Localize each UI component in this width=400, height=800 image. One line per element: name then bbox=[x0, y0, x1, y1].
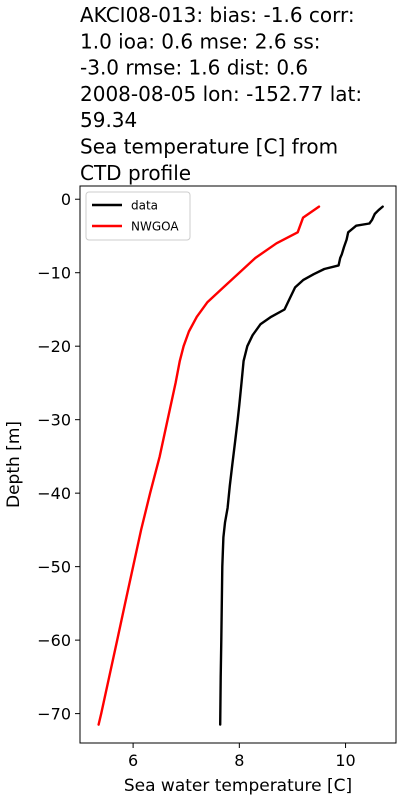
title-line: -3.0 rmse: 1.6 dist: 0.6 bbox=[80, 56, 308, 80]
series-line-nwgoa bbox=[97, 205, 321, 726]
y-tick-label: −50 bbox=[37, 558, 71, 577]
series-lines bbox=[97, 205, 384, 726]
y-tick-label: 0 bbox=[61, 190, 71, 209]
x-axis-ticks: 6 8 10 bbox=[128, 743, 356, 770]
x-tick-label: 8 bbox=[234, 751, 244, 770]
title-line: CTD profile bbox=[80, 161, 191, 185]
title-line: Sea temperature [C] from bbox=[80, 135, 338, 159]
chart-title: AKCI08-013: bias: -1.6 corr:1.0 ioa: 0.6… bbox=[80, 3, 362, 185]
y-axis-label: Depth [m] bbox=[4, 421, 24, 508]
legend-label-nwgoa: NWGOA bbox=[131, 220, 179, 234]
y-tick-label: −40 bbox=[37, 484, 71, 503]
title-line: 1.0 ioa: 0.6 mse: 2.6 ss: bbox=[80, 29, 321, 53]
y-tick-label: −70 bbox=[37, 705, 71, 724]
x-axis-label: Sea water temperature [C] bbox=[124, 776, 352, 796]
y-axis-ticks: 0 −10 −20 −30 −40 −50 −60 −70 bbox=[37, 190, 80, 724]
x-tick-label: 6 bbox=[128, 751, 138, 770]
title-line: 2008-08-05 lon: -152.77 lat: bbox=[80, 82, 362, 106]
title-line: AKCI08-013: bias: -1.6 corr: bbox=[80, 3, 355, 27]
y-tick-label: −60 bbox=[37, 631, 71, 650]
legend-label-data: data bbox=[131, 199, 158, 213]
plot-frame bbox=[79, 185, 397, 744]
series-line-data bbox=[218, 205, 384, 726]
plot-area: 6 8 10 0 −10 −20 −30 −40 −50 −60 −70 bbox=[37, 185, 397, 770]
x-tick-label: 10 bbox=[335, 751, 355, 770]
y-tick-label: −10 bbox=[37, 264, 71, 283]
y-tick-label: −20 bbox=[37, 337, 71, 356]
y-tick-label: −30 bbox=[37, 411, 71, 430]
title-line: 59.34 bbox=[80, 108, 137, 132]
legend: data NWGOA bbox=[85, 191, 191, 241]
